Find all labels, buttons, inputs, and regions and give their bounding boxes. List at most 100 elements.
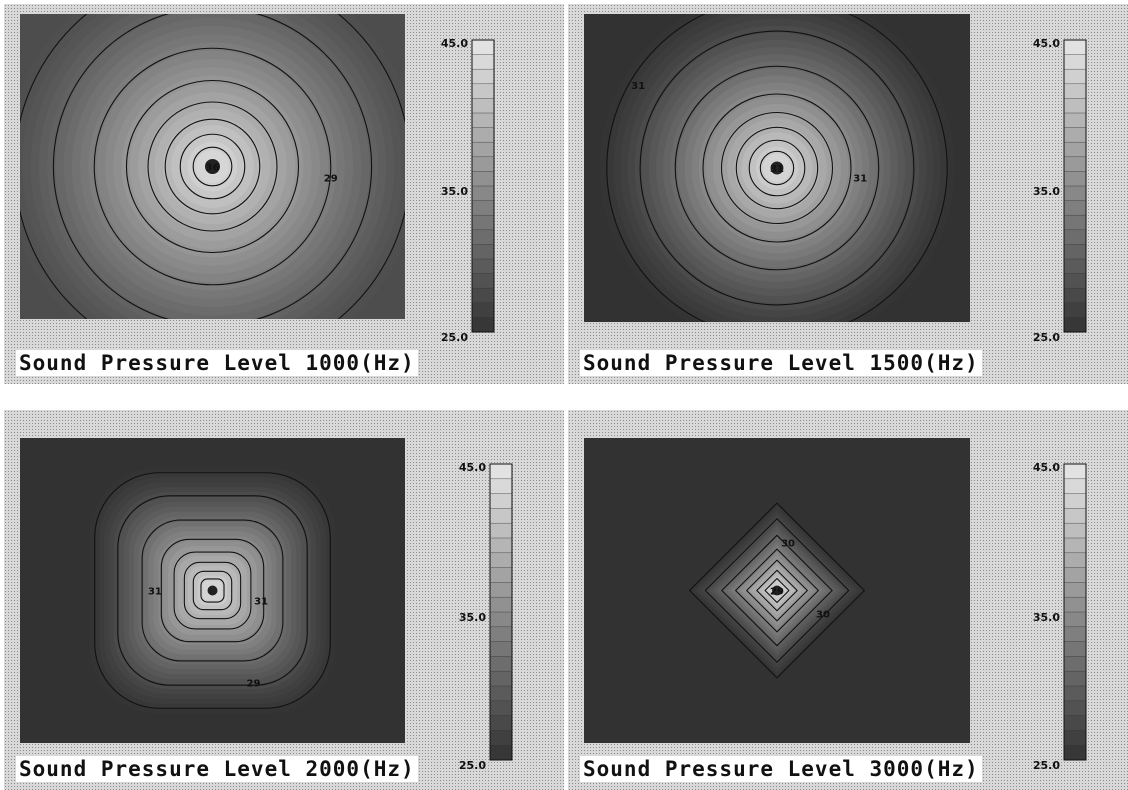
chart-title-1500hz: Sound Pressure Level 1500(Hz) (580, 350, 982, 376)
colorbar-step (472, 244, 494, 260)
colorbar-step (472, 40, 494, 56)
colorbar-step (472, 259, 494, 275)
contour-line (93, 47, 332, 286)
colorbar-step (490, 538, 512, 554)
colorbar-step (472, 98, 494, 114)
heatmap-2000hz: 31 31 29 45.0 35.0 25.0 (20, 438, 513, 772)
contour-line (200, 578, 225, 603)
panel-2000hz: 31 31 29 45.0 35.0 25.0 Sound Pressure Level … (4, 410, 564, 790)
contour-line (735, 126, 819, 210)
colorbar-step (1064, 671, 1086, 687)
heatmap-field: 3631302929 (20, 4, 405, 319)
colorbar-step (1064, 288, 1086, 304)
colorbar-step (1064, 317, 1086, 333)
colorbar-step (1064, 171, 1086, 187)
contour-line (94, 472, 331, 709)
colorbar-step (1064, 715, 1086, 731)
colorbar-step (472, 113, 494, 129)
colorbar-step (472, 229, 494, 245)
colorbar-step (1064, 508, 1086, 524)
colorbar-step (1064, 582, 1086, 598)
colorbar-step (1064, 229, 1086, 245)
contour-line (147, 101, 278, 232)
colorbar-step (1064, 259, 1086, 275)
colorbar-step (1064, 69, 1086, 85)
heatmap-1000hz: 363130292945.035.025.0 (20, 4, 495, 344)
colorbar-tick-label: 45.0 (1033, 37, 1060, 50)
colorbar-step (472, 171, 494, 187)
colorbar-step (1064, 730, 1086, 746)
colorbar-step (490, 552, 512, 569)
colorbar-step (490, 715, 512, 731)
contour-label: 31 (148, 587, 162, 598)
colorbar-step (472, 127, 494, 143)
colorbar-step (472, 302, 494, 318)
colorbar-step (1064, 127, 1086, 143)
contour-label: 30 (816, 610, 830, 621)
colorbar-tick-label: 35.0 (1033, 611, 1060, 624)
colorbar-tick-label: 35.0 (1033, 185, 1060, 198)
colorbar-step (1064, 200, 1086, 216)
contour-line (764, 577, 790, 604)
colorbar-step (490, 597, 512, 613)
colorbar-step (1064, 142, 1086, 158)
source-marker (204, 158, 221, 175)
contour-label: 36 (206, 163, 220, 174)
colorbar-step (1064, 83, 1086, 99)
panel-3000hz: 30 30 29 45.0 35.0 25.0 Sound Pressure Level … (568, 410, 1128, 790)
contour-line (164, 118, 261, 215)
colorbar-tick-label: 25.0 (441, 331, 468, 344)
colorbar-step (490, 523, 512, 539)
colorbar-step (490, 656, 512, 672)
chart-title-2000hz: Sound Pressure Level 2000(Hz) (16, 756, 418, 782)
contour-line (674, 65, 880, 271)
contour-line (720, 111, 834, 225)
colorbar-step (1064, 464, 1086, 480)
heatmap-3000hz: 30 30 29 45.0 35.0 25.0 (584, 438, 1087, 772)
colorbar-step (1064, 113, 1086, 129)
colorbar-step (472, 142, 494, 158)
contour-label: 31 (254, 597, 268, 608)
colorbar-tick-label: 25.0 (1033, 331, 1060, 344)
colorbar-step (1064, 626, 1086, 643)
colorbar-step (1064, 493, 1086, 509)
colorbar-step (490, 567, 512, 583)
colorbar-step (472, 156, 494, 172)
colorbar-step (490, 582, 512, 598)
contour-line (192, 570, 233, 611)
colorbar-step (490, 626, 512, 643)
contour-line (759, 150, 795, 186)
contour-label: 29 (246, 679, 260, 690)
colorbar-step (1064, 538, 1086, 554)
colorbar-step (490, 745, 512, 761)
contour-line (183, 561, 242, 620)
contour-line (746, 559, 808, 622)
contour-line (52, 14, 373, 319)
colorbar-step (472, 288, 494, 304)
colorbar-step (1064, 641, 1086, 657)
colorbar-step (1064, 273, 1086, 289)
contour-line (192, 146, 233, 187)
contour-line (141, 519, 284, 662)
colorbar-step (490, 464, 512, 480)
colorbar-step (1064, 597, 1086, 613)
colorbar-tick-label: 45.0 (441, 37, 468, 50)
colorbar-step (472, 200, 494, 216)
colorbar-tick-label: 25.0 (459, 759, 486, 772)
colorbar-step (490, 508, 512, 524)
contour-label: 30 (781, 539, 795, 550)
contour-line (702, 93, 852, 243)
heatmap-1500hz: 31 31 31 45.0 35.0 25.0 (584, 14, 1087, 344)
colorbar-tick-label: 35.0 (441, 185, 468, 198)
contour-label: 31 (23, 4, 37, 6)
panel-1000hz: 363130292945.035.025.0 Sound Pressure Le… (4, 4, 564, 384)
colorbar-step (490, 700, 512, 717)
colorbar-step (1064, 523, 1086, 539)
panel-1500hz: 31 31 31 45.0 35.0 25.0 Sound Pressure Level … (568, 4, 1128, 384)
contour-label: 29 (770, 587, 784, 598)
contour-label: 29 (324, 173, 338, 184)
colorbar-step (1064, 745, 1086, 761)
colorbar-tick-label: 45.0 (1033, 461, 1060, 474)
contour-line (117, 495, 308, 686)
colorbar-step (472, 215, 494, 231)
